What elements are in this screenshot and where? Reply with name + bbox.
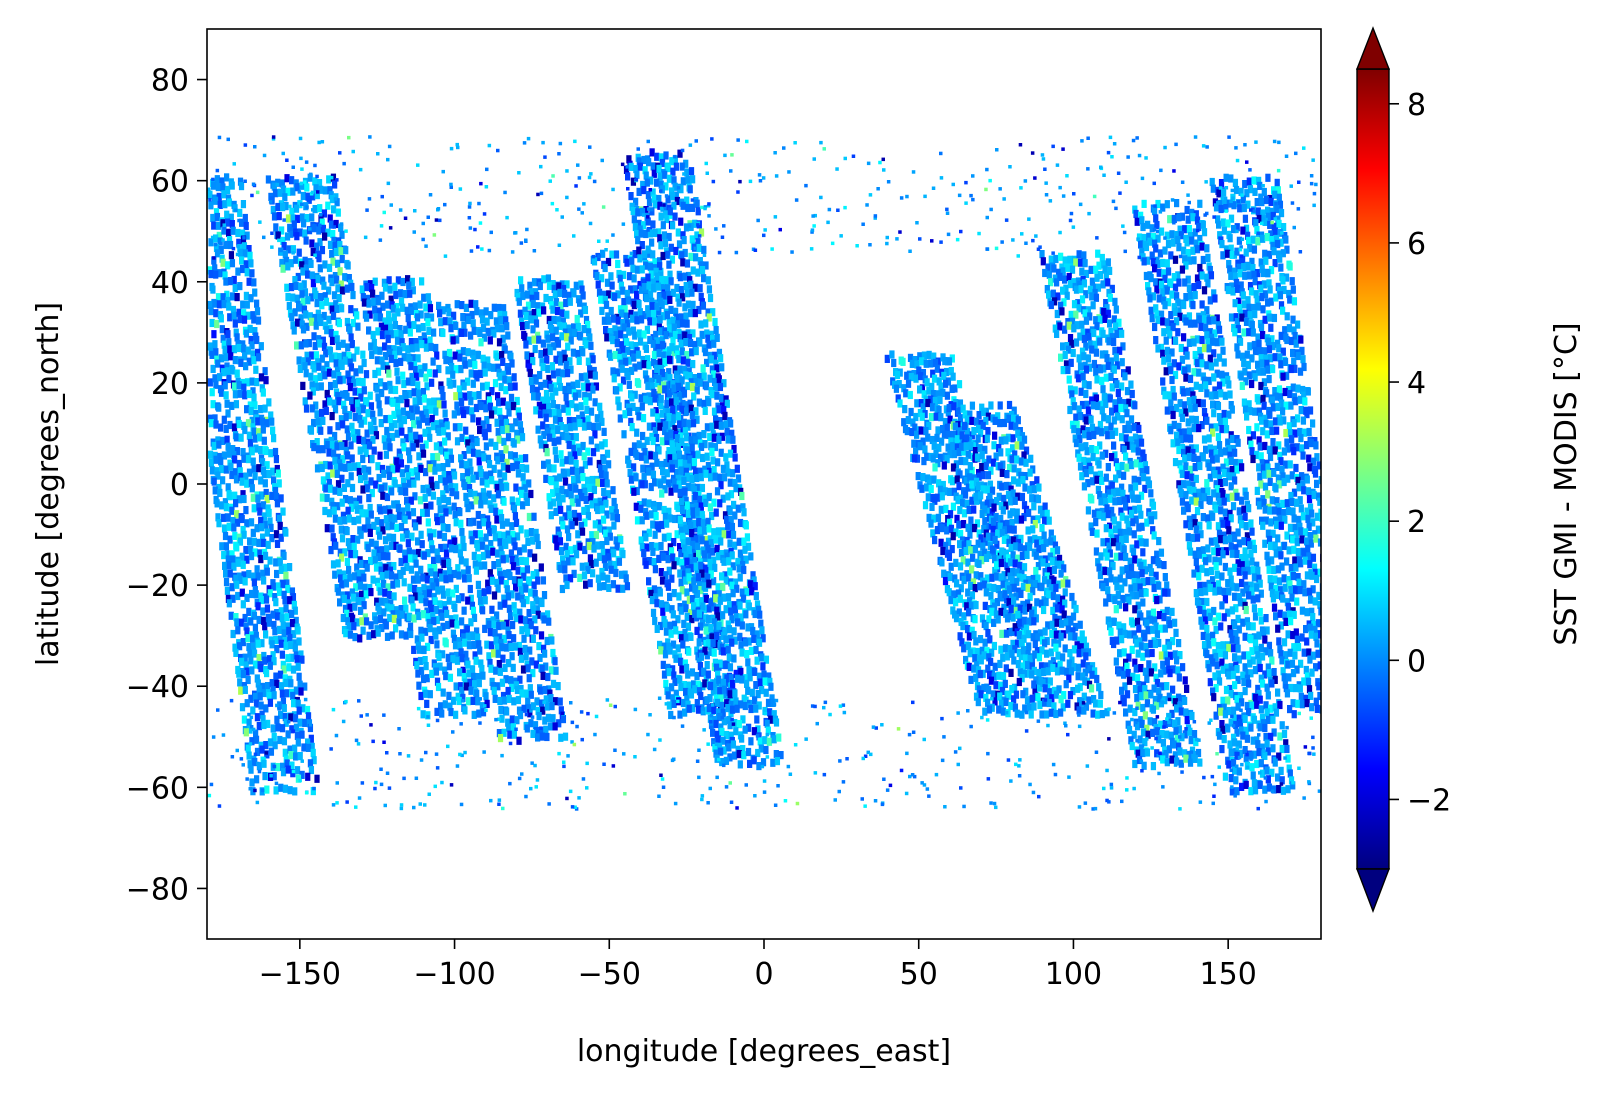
x-tick-label: 0 bbox=[754, 957, 773, 992]
colorbar: 8 6 4 2 0 −2 SST GMI - MODIS [°C] bbox=[1355, 26, 1584, 913]
scattered-patches bbox=[207, 135, 1321, 811]
swath-segment bbox=[1132, 199, 1296, 796]
colorbar-body bbox=[1356, 68, 1390, 870]
swath-segment bbox=[359, 275, 490, 720]
x-axis-ticks: −150 −100 −50 0 50 100 150 bbox=[259, 939, 1257, 992]
x-tick-label: −50 bbox=[578, 957, 641, 992]
x-tick-label: 150 bbox=[1200, 957, 1257, 992]
y-axis-ticks: 80 60 40 20 0 −20 −40 −60 −80 bbox=[126, 64, 207, 907]
x-tick-label: −100 bbox=[413, 957, 495, 992]
colorbar-tick-label: 2 bbox=[1407, 505, 1426, 540]
swath-segment bbox=[514, 274, 631, 594]
x-axis-label: longitude [degrees_east] bbox=[577, 1034, 951, 1069]
y-tick-label: −80 bbox=[126, 872, 189, 907]
colorbar-extend-min bbox=[1355, 868, 1391, 913]
colorbar-tick-label: 0 bbox=[1407, 644, 1426, 679]
y-axis-label: latitude [degrees_north] bbox=[31, 302, 66, 666]
y-tick-label: 40 bbox=[151, 266, 189, 301]
y-tick-label: 20 bbox=[151, 367, 189, 402]
swath-segment bbox=[946, 400, 1110, 719]
swath-segment bbox=[623, 148, 784, 771]
swath-segment bbox=[1039, 249, 1203, 771]
plot-area: −150 −100 −50 0 50 100 150 80 60 40 20 0 −20 −40 −60 −… bbox=[31, 28, 1322, 1069]
colorbar-ticks: 8 6 4 2 0 −2 bbox=[1389, 88, 1451, 818]
colorbar-tick-label: 4 bbox=[1407, 366, 1426, 401]
y-tick-label: −40 bbox=[126, 670, 189, 705]
colorbar-tick-label: 6 bbox=[1407, 227, 1426, 262]
y-tick-label: −20 bbox=[126, 569, 189, 604]
y-tick-label: 80 bbox=[151, 64, 189, 99]
colorbar-extend-max bbox=[1355, 26, 1391, 70]
x-tick-label: 100 bbox=[1045, 957, 1102, 992]
y-tick-label: 60 bbox=[151, 165, 189, 200]
x-tick-label: −150 bbox=[259, 957, 341, 992]
swath-segment bbox=[436, 299, 569, 745]
swath-segment bbox=[265, 173, 414, 643]
swath-segment bbox=[207, 173, 320, 796]
colorbar-tick-label: 8 bbox=[1407, 88, 1426, 123]
colorbar-tick-label: −2 bbox=[1407, 783, 1451, 818]
swath-segment bbox=[884, 350, 1046, 719]
y-tick-label: −60 bbox=[126, 771, 189, 806]
colorbar-label: SST GMI - MODIS [°C] bbox=[1549, 322, 1584, 645]
sst-difference-field bbox=[207, 135, 1321, 811]
swath-segment bbox=[1209, 173, 1321, 719]
x-tick-label: 50 bbox=[900, 957, 938, 992]
y-tick-label: 0 bbox=[170, 468, 189, 503]
